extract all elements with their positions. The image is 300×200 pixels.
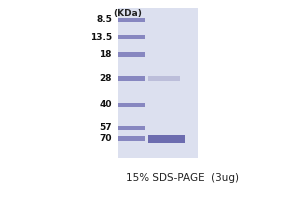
Text: 18: 18 bbox=[100, 50, 112, 59]
Text: 15% SDS-PAGE  (3ug): 15% SDS-PAGE (3ug) bbox=[127, 173, 239, 183]
Bar bbox=[118, 18, 145, 22]
Bar bbox=[148, 76, 180, 81]
Text: 8.5: 8.5 bbox=[96, 16, 112, 24]
Bar bbox=[148, 135, 185, 143]
Text: (KDa): (KDa) bbox=[114, 9, 142, 18]
Bar bbox=[118, 35, 145, 39]
Bar bbox=[118, 52, 145, 57]
Bar bbox=[118, 126, 145, 130]
Text: 40: 40 bbox=[100, 100, 112, 109]
Text: 28: 28 bbox=[100, 74, 112, 83]
Bar bbox=[118, 8, 198, 158]
Bar bbox=[118, 103, 145, 107]
Text: 13.5: 13.5 bbox=[90, 33, 112, 42]
Bar bbox=[118, 76, 145, 81]
Text: 57: 57 bbox=[99, 123, 112, 132]
Bar bbox=[118, 136, 145, 141]
Text: 70: 70 bbox=[100, 134, 112, 143]
